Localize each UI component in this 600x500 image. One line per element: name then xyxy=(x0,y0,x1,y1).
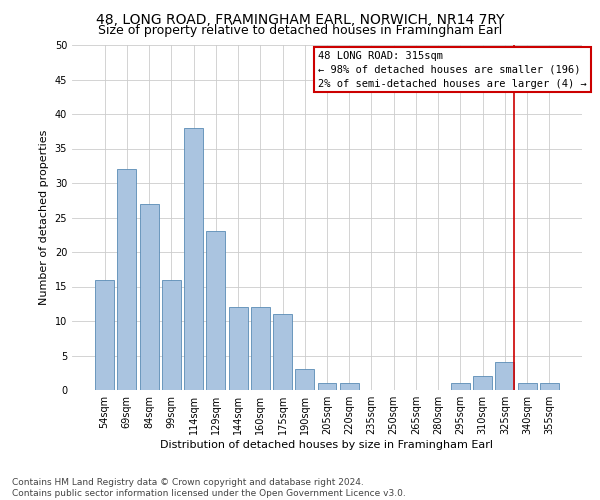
Bar xyxy=(451,383,470,390)
Bar xyxy=(118,169,136,390)
Bar xyxy=(206,232,225,390)
Bar xyxy=(251,307,270,390)
Text: 48, LONG ROAD, FRAMINGHAM EARL, NORWICH, NR14 7RY: 48, LONG ROAD, FRAMINGHAM EARL, NORWICH,… xyxy=(96,12,504,26)
Bar xyxy=(140,204,158,390)
Bar xyxy=(295,370,314,390)
Bar xyxy=(229,307,248,390)
Bar xyxy=(273,314,292,390)
Bar xyxy=(162,280,181,390)
Bar xyxy=(540,383,559,390)
Text: Size of property relative to detached houses in Framingham Earl: Size of property relative to detached ho… xyxy=(98,24,502,37)
X-axis label: Distribution of detached houses by size in Framingham Earl: Distribution of detached houses by size … xyxy=(161,440,493,450)
Text: Contains HM Land Registry data © Crown copyright and database right 2024.
Contai: Contains HM Land Registry data © Crown c… xyxy=(12,478,406,498)
Text: 48 LONG ROAD: 315sqm
← 98% of detached houses are smaller (196)
2% of semi-detac: 48 LONG ROAD: 315sqm ← 98% of detached h… xyxy=(318,50,587,88)
Bar xyxy=(496,362,514,390)
Bar xyxy=(184,128,203,390)
Bar xyxy=(518,383,536,390)
Bar xyxy=(95,280,114,390)
Bar xyxy=(473,376,492,390)
Bar xyxy=(317,383,337,390)
Bar xyxy=(340,383,359,390)
Y-axis label: Number of detached properties: Number of detached properties xyxy=(39,130,49,305)
